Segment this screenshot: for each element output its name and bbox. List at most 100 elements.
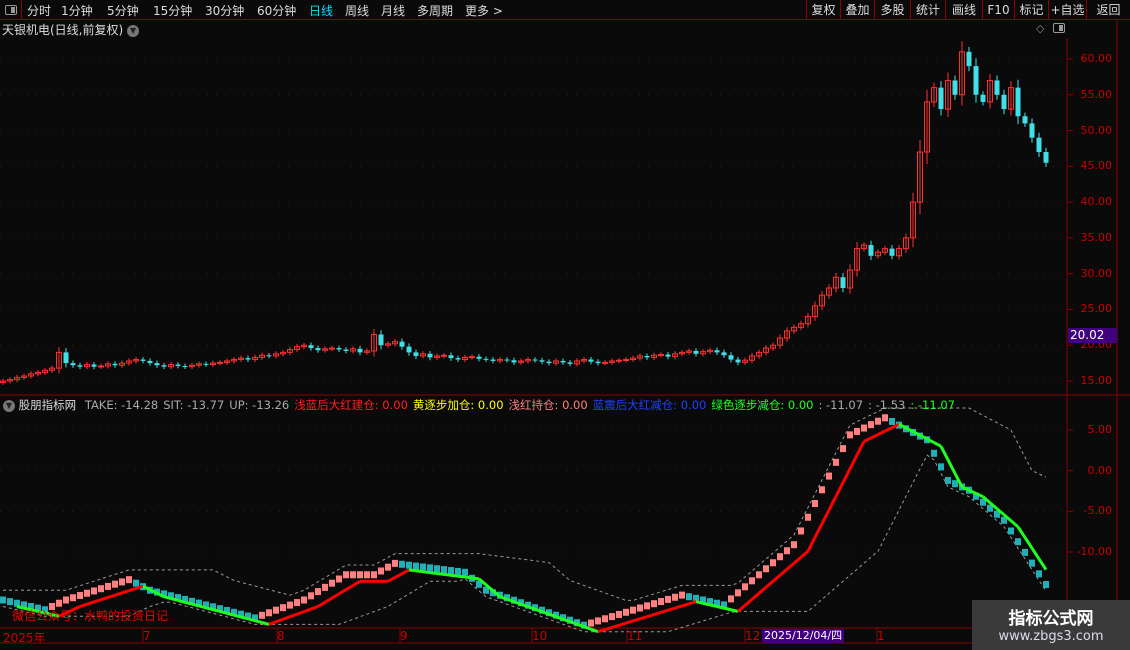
price-axis-tick: 25.00 — [1080, 302, 1113, 316]
candle-body — [637, 355, 643, 359]
indicator-step — [1001, 516, 1007, 524]
signal-line-segment — [1023, 536, 1034, 550]
chevron-down-icon[interactable]: ▼ — [3, 399, 15, 412]
indicator-step — [861, 424, 867, 432]
indicator-step — [1043, 581, 1049, 589]
signal-line-segment — [464, 575, 473, 580]
period-10[interactable]: 更多 > — [465, 4, 503, 18]
sidebar-toggle-icon — [5, 5, 17, 15]
indicator-step — [28, 602, 34, 610]
candle-body — [686, 350, 692, 353]
price-axis-tick: 50.00 — [1080, 123, 1113, 137]
signal-line-segment — [800, 550, 809, 559]
period-5[interactable]: 60分钟 — [257, 4, 297, 18]
toolbar-button-1[interactable]: 叠加 — [840, 0, 874, 20]
candle-body — [0, 380, 6, 383]
signal-line-segment — [156, 591, 165, 599]
signal-line-segment — [989, 501, 998, 510]
candle-body — [546, 361, 552, 364]
layout-toggle-button[interactable] — [1052, 22, 1066, 35]
period-8[interactable]: 月线 — [381, 4, 406, 18]
signal-line-segment — [541, 610, 550, 616]
toolbar-button-6[interactable]: 标记 — [1014, 0, 1048, 20]
candle-body — [721, 352, 727, 356]
signal-line-segment — [191, 602, 200, 608]
signal-line-segment — [184, 600, 193, 606]
date-axis-label: 2025年 — [3, 631, 46, 645]
indicator-step — [980, 498, 986, 506]
signal-line-segment — [408, 568, 417, 573]
candle-body — [420, 353, 426, 357]
signal-line-segment — [72, 605, 81, 612]
candle-body — [252, 356, 258, 361]
candle-body — [504, 359, 510, 361]
indicator-step — [693, 594, 699, 602]
indicator-step — [700, 596, 706, 604]
signal-line-segment — [737, 604, 746, 613]
period-9[interactable]: 多周期 — [417, 4, 454, 18]
toolbar-button-0[interactable]: 复权 — [806, 0, 840, 20]
indicator-step — [287, 601, 293, 609]
candle-body — [91, 364, 97, 367]
period-6[interactable]: 日线 — [309, 4, 334, 18]
period-3[interactable]: 15分钟 — [153, 4, 193, 18]
indicator-step — [756, 571, 762, 579]
candle-body — [658, 354, 664, 357]
indicator-step — [21, 601, 27, 609]
watermark: 指标公式网 www.zbgs3.com — [972, 600, 1130, 650]
toolbar-button-8[interactable]: 返回 — [1086, 0, 1130, 20]
candle-body — [763, 347, 769, 353]
signal-line-segment — [492, 589, 501, 598]
signal-line-segment — [471, 576, 480, 581]
candle-body — [644, 355, 650, 358]
indicator-step — [805, 513, 811, 521]
signal-line-segment — [534, 607, 543, 614]
period-7[interactable]: 周线 — [345, 4, 370, 18]
toolbar-button-2[interactable]: 多股 — [874, 0, 910, 20]
indicator-value: : -11.07 — [910, 398, 955, 412]
candle-body — [427, 353, 433, 358]
indicator-step — [378, 567, 384, 575]
period-4[interactable]: 30分钟 — [205, 4, 245, 18]
candle-body — [483, 358, 489, 360]
period-1[interactable]: 1分钟 — [61, 4, 93, 18]
candle-body — [21, 375, 27, 378]
indicator-step — [0, 596, 6, 604]
candle-body — [1001, 94, 1007, 110]
candle-body — [161, 365, 167, 367]
toolbar-button-4[interactable]: 画线 — [945, 0, 982, 20]
panel-toggle-button[interactable] — [0, 0, 22, 20]
indicator-step — [413, 562, 419, 570]
indicator-step — [203, 601, 209, 609]
toolbar-button-7[interactable]: +自选 — [1048, 0, 1086, 20]
indicator-step — [441, 566, 447, 574]
indicator-step — [357, 571, 363, 579]
signal-line-segment — [1016, 525, 1027, 539]
candle-body — [273, 353, 279, 357]
candle-body — [693, 350, 699, 354]
indicator-step — [98, 585, 104, 593]
toolbar-button-5[interactable]: F10 — [982, 0, 1014, 20]
signal-line-segment — [779, 568, 788, 577]
candle-body — [525, 359, 531, 362]
candle-body — [812, 305, 818, 318]
indicator-step — [931, 449, 937, 457]
candle-body — [476, 356, 482, 359]
signal-line-segment — [268, 620, 277, 626]
chevron-down-icon[interactable]: ▼ — [127, 24, 140, 37]
diamond-icon[interactable]: ◇ — [1036, 22, 1045, 35]
candle-body — [455, 358, 461, 360]
period-2[interactable]: 5分钟 — [107, 4, 139, 18]
signal-line-segment — [331, 592, 340, 600]
candle-body — [917, 151, 923, 203]
candle-body — [875, 251, 881, 257]
candle-body — [126, 360, 132, 364]
toolbar-button-3[interactable]: 统计 — [910, 0, 945, 20]
candle-body — [196, 363, 202, 366]
signal-line-segment — [841, 468, 852, 484]
signal-line-segment — [1010, 519, 1019, 528]
period-0[interactable]: 分时 — [27, 4, 52, 18]
signal-line-segment — [834, 481, 845, 497]
signal-line-segment — [142, 584, 151, 592]
